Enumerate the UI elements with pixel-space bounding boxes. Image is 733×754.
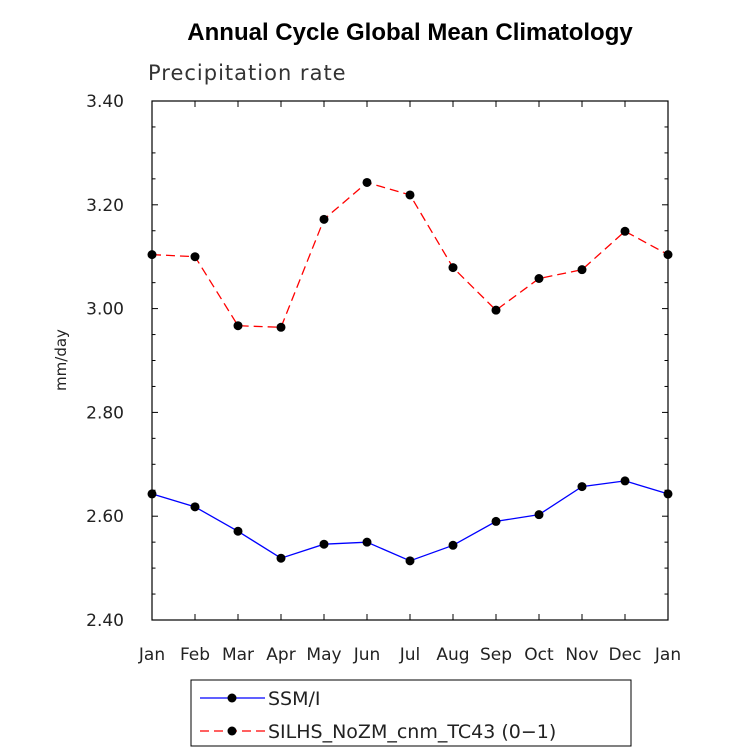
legend-marker-silhs <box>227 726 237 736</box>
legend: SSM/I SILHS_NoZM_cnm_TC43 (0−1) <box>190 679 632 747</box>
y-tick-label: 3.20 <box>86 196 124 216</box>
x-tick-label: Dec <box>609 645 642 665</box>
chart-title: Annual Cycle Global Mean Climatology <box>187 19 633 46</box>
data-point-s0-5 <box>362 537 372 547</box>
x-tick-label: Jan <box>138 645 165 665</box>
legend-label-silhs: SILHS_NoZM_cnm_TC43 (0−1) <box>268 721 556 743</box>
x-tick-label: Sep <box>480 645 512 665</box>
x-tick-label: Mar <box>222 645 254 665</box>
data-point-s1-4 <box>319 214 329 224</box>
data-point-s1-3 <box>276 322 286 332</box>
data-point-s0-6 <box>405 556 415 566</box>
data-point-s1-10 <box>577 265 587 275</box>
data-point-s1-2 <box>233 321 243 331</box>
y-tick-label: 3.00 <box>86 300 124 320</box>
x-tick-label: Aug <box>436 645 469 665</box>
x-tick-label: Feb <box>180 645 210 665</box>
chart-subtitle: Precipitation rate <box>148 61 347 85</box>
y-tick-label: 2.60 <box>86 507 124 527</box>
data-point-s0-3 <box>276 553 286 563</box>
legend-marker-ssmi <box>227 693 237 703</box>
y-tick-label: 3.40 <box>86 92 124 112</box>
legend-box <box>190 679 632 747</box>
data-point-s1-6 <box>405 190 415 200</box>
data-point-s1-8 <box>491 305 501 315</box>
y-tick-label: 2.80 <box>86 403 124 423</box>
series-line-1 <box>151 181 669 328</box>
data-point-s0-4 <box>319 539 329 549</box>
data-point-s0-8 <box>491 516 501 526</box>
series-layer <box>147 177 673 566</box>
data-point-s1-11 <box>620 226 630 236</box>
data-point-s1-9 <box>534 273 544 283</box>
x-tick-label: Oct <box>524 645 554 665</box>
data-point-s0-2 <box>233 526 243 536</box>
y-tick-label: 2.40 <box>86 611 124 631</box>
data-point-s0-11 <box>620 476 630 486</box>
data-point-s0-1 <box>190 502 200 512</box>
data-point-s0-7 <box>448 540 458 550</box>
series-line-0 <box>151 480 669 562</box>
data-point-s1-7 <box>448 263 458 273</box>
data-point-s1-5 <box>362 177 372 187</box>
data-point-s0-9 <box>534 510 544 520</box>
x-tick-label: Nov <box>565 645 598 665</box>
axes: 2.40 2.60 2.80 3.00 3.20 3.40 Jan Feb Mar Apr May J… <box>86 92 681 665</box>
x-tick-label: May <box>306 645 341 665</box>
plot-frame <box>151 100 669 621</box>
data-point-s0-10 <box>577 482 587 492</box>
x-tick-label: Jul <box>399 645 421 665</box>
x-tick-label: Jun <box>353 645 381 665</box>
x-tick-label: Jan <box>654 645 681 665</box>
x-tick-label: Apr <box>266 645 295 665</box>
legend-label-ssmi: SSM/I <box>268 688 321 710</box>
y-axis-label: mm/day <box>52 329 70 391</box>
data-point-s1-1 <box>190 252 200 262</box>
